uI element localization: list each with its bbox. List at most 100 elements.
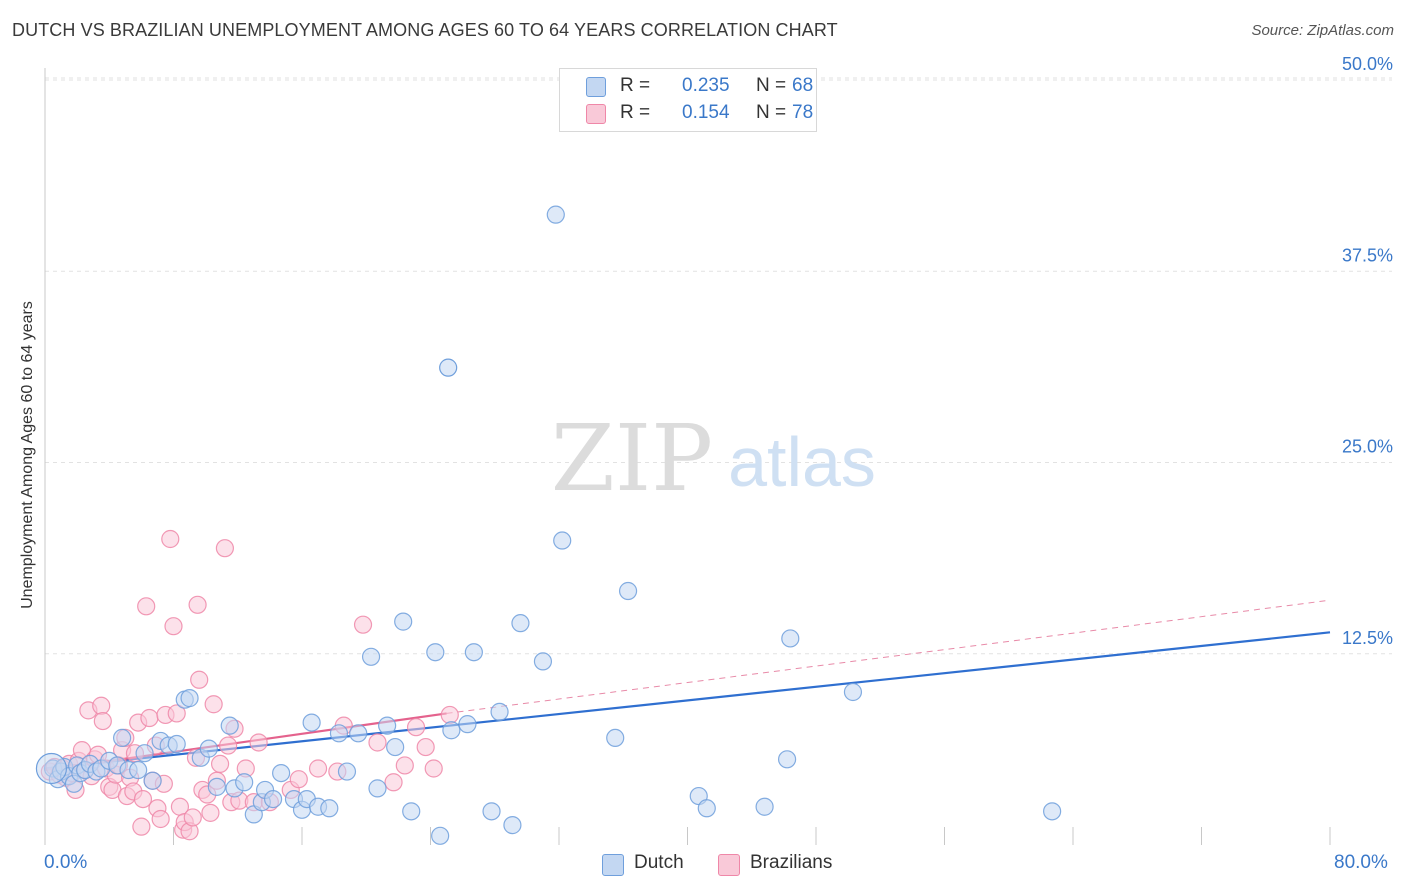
trend-line-brazilians-extension (446, 599, 1331, 714)
point-brazilians (416, 737, 435, 757)
point-brazilians (219, 736, 238, 755)
point-brazilians (210, 754, 230, 774)
legend-n-value: 78 (792, 102, 814, 123)
legend-n-label: N = (756, 75, 787, 96)
watermark-atlas: atlas (728, 423, 876, 501)
point-brazilians (440, 705, 459, 725)
point-dutch (426, 643, 445, 662)
point-brazilians (151, 809, 170, 829)
x-tick-max: 80.0% (1334, 852, 1388, 873)
point-brazilians (164, 617, 183, 636)
point-dutch (368, 779, 387, 798)
point-brazilians (384, 773, 403, 792)
bottom-legend-swatch-brazilians (718, 854, 740, 876)
legend-swatch-dutch (586, 77, 606, 97)
point-brazilians (215, 539, 234, 558)
point-dutch (781, 629, 800, 648)
point-dutch (503, 816, 522, 835)
legend-r-value: 0.154 (682, 102, 730, 123)
point-dutch (533, 652, 553, 671)
point-dutch (135, 744, 154, 763)
point-dutch (777, 750, 797, 769)
point-dutch (378, 716, 397, 735)
point-brazilians (132, 817, 151, 836)
point-dutch (167, 734, 186, 754)
point-dutch (143, 771, 162, 790)
y-tick-label: 50.0% (1342, 54, 1393, 74)
point-dutch (431, 826, 450, 845)
trend-line-dutch (44, 631, 1331, 770)
point-brazilians (289, 770, 308, 789)
point-dutch (220, 716, 239, 735)
legend-r-label: R = (620, 75, 651, 96)
point-brazilians (137, 597, 156, 616)
source-label: Source: ZipAtlas.com (1251, 22, 1394, 39)
bottom-legend-label-brazilians: Brazilians (750, 852, 833, 873)
gridlines (45, 77, 1392, 655)
y-tick-label: 25.0% (1342, 437, 1393, 457)
point-brazilians (406, 718, 426, 737)
point-brazilians (140, 708, 159, 728)
point-dutch (606, 728, 625, 748)
point-dutch (263, 789, 283, 809)
bottom-legend-label-dutch: Dutch (634, 852, 684, 873)
point-brazilians (204, 695, 223, 714)
point-dutch (337, 762, 357, 781)
legend-n-label: N = (756, 102, 787, 123)
point-dutch (490, 702, 509, 721)
point-dutch (1043, 802, 1062, 821)
point-dutch (329, 724, 349, 743)
point-dutch (464, 643, 483, 662)
point-dutch (180, 689, 199, 708)
legend: R = 0.235 N = 68 R = 0.154 N = 78 (559, 68, 817, 132)
point-dutch (386, 737, 405, 757)
point-dutch (272, 763, 291, 783)
point-brazilians (395, 756, 414, 775)
point-dutch (618, 581, 638, 601)
point-dutch (129, 760, 148, 780)
point-brazilians (308, 759, 328, 778)
y-tick-label: 12.5% (1342, 628, 1393, 648)
point-brazilians (167, 704, 186, 723)
legend-r-label: R = (620, 102, 651, 123)
point-dutch (442, 721, 461, 740)
legend-n-value: 68 (792, 75, 814, 96)
point-brazilians (188, 595, 207, 614)
point-dutch-cluster (35, 752, 68, 785)
point-brazilians (201, 803, 220, 822)
legend-r-value: 0.235 (682, 75, 730, 96)
point-brazilians (368, 733, 387, 752)
point-dutch (546, 205, 565, 224)
point-dutch (302, 713, 321, 732)
y-tick-labels: 12.5% 25.0% 37.5% 50.0% (1342, 54, 1393, 648)
point-brazilians (92, 696, 111, 715)
point-dutch (235, 773, 254, 792)
x-tick-min: 0.0% (44, 852, 88, 873)
point-dutch (199, 739, 218, 758)
point-brazilians (424, 759, 443, 778)
chart-title: DUTCH VS BRAZILIAN UNEMPLOYMENT AMONG AG… (12, 20, 838, 40)
point-brazilians (183, 808, 202, 827)
point-dutch (361, 647, 381, 666)
point-dutch (697, 799, 716, 818)
point-dutch (207, 777, 226, 796)
point-dutch (394, 612, 413, 631)
point-dutch (402, 802, 421, 821)
point-brazilians (161, 529, 180, 549)
y-tick-label: 37.5% (1342, 245, 1393, 265)
watermark-zip: ZIP (551, 405, 713, 512)
data-points (35, 205, 1062, 845)
point-dutch (843, 682, 863, 702)
legend-swatch-brazilians (586, 104, 606, 124)
point-dutch (458, 715, 477, 734)
point-brazilians (249, 733, 268, 752)
axes (44, 68, 1331, 845)
point-brazilians (353, 615, 373, 634)
point-dutch (439, 358, 458, 377)
point-brazilians (93, 711, 112, 731)
watermark: ZIP atlas (551, 405, 876, 512)
point-dutch (755, 797, 774, 816)
point-brazilians (190, 670, 209, 689)
point-dutch (349, 724, 368, 743)
